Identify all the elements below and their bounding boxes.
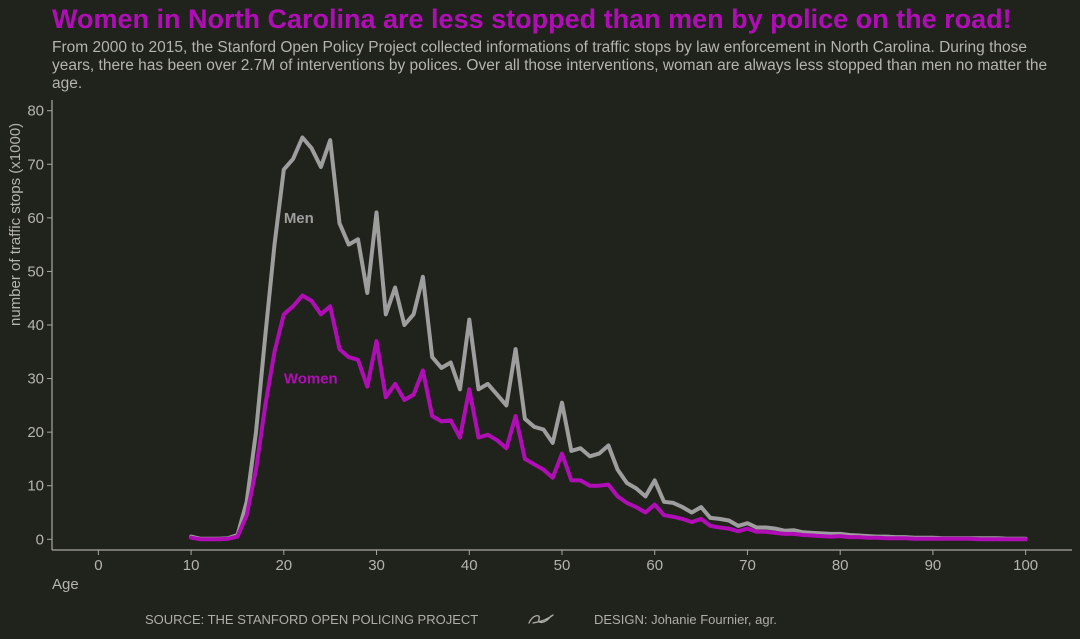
x-tick-label: 90: [925, 557, 942, 574]
series-line-men: [189, 135, 1028, 541]
x-tick-label: 100: [1013, 557, 1038, 574]
x-tick-label: 40: [461, 557, 478, 574]
x-axis-label: Age: [52, 576, 79, 593]
x-tick-label: 20: [275, 557, 292, 574]
y-tick-label: 50: [27, 263, 44, 280]
y-tick-label: 40: [27, 317, 44, 334]
x-tick-label: 50: [554, 557, 571, 574]
x-tick-label: 70: [739, 557, 756, 574]
chart-subtitle: From 2000 to 2015, the Stanford Open Pol…: [52, 39, 1048, 92]
y-tick-label: 60: [27, 210, 44, 227]
x-tick-label: 10: [183, 557, 200, 574]
y-tick-label: 20: [27, 424, 44, 441]
signature-swirl-icon: [528, 614, 554, 624]
chart-title: Women in North Carolina are less stopped…: [52, 4, 1012, 34]
y-tick-label: 10: [27, 478, 44, 495]
x-tick-label: 80: [832, 557, 849, 574]
series-label-men: Men: [284, 210, 314, 227]
y-tick-label: 30: [27, 371, 44, 388]
y-tick-label: 0: [36, 531, 44, 548]
y-tick-label: 80: [27, 103, 44, 120]
source-credit: SOURCE: THE STANFORD OPEN POLICING PROJE…: [145, 612, 479, 627]
design-credit: DESIGN: Johanie Fournier, agr.: [594, 612, 777, 627]
y-tick-label: 70: [27, 156, 44, 173]
x-tick-label: 30: [368, 557, 385, 574]
x-tick-label: 60: [646, 557, 663, 574]
y-axis-label: number of traffic stops (x1000): [7, 123, 24, 326]
x-tick-label: 0: [94, 557, 102, 574]
series-label-women: Women: [284, 371, 338, 388]
series-line-women: [189, 293, 1028, 542]
